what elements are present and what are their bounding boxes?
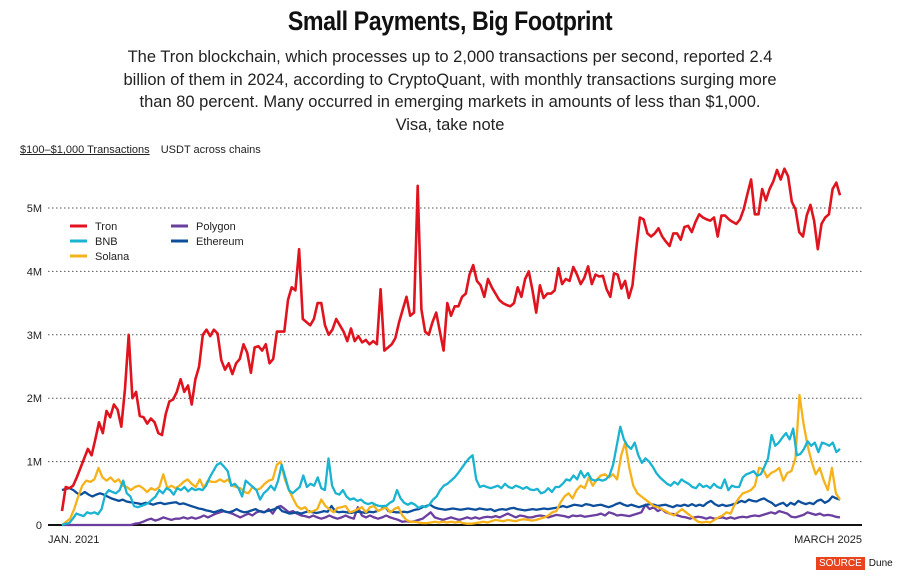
x-end-label: MARCH 2025	[794, 534, 862, 546]
series-line-ethereum	[61, 487, 841, 515]
legend-label-tron: Tron	[95, 221, 117, 233]
legend-label-ethereum: Ethereum	[196, 236, 244, 248]
chart-metric-label: $100–$1,000 Transactions	[20, 144, 150, 156]
series-line-polygon	[62, 503, 841, 527]
series-line-bnb	[61, 425, 841, 527]
y-tick-label: 0	[36, 520, 42, 532]
source-credit: SOURCE Dune	[816, 557, 893, 570]
chart-label: $100–$1,000 Transactions USDT across cha…	[20, 144, 261, 156]
chart-detail-label: USDT across chains	[160, 144, 261, 156]
source-badge: SOURCE	[816, 557, 865, 570]
series-line-tron	[60, 167, 842, 512]
grid-lines	[48, 207, 862, 463]
legend-label-solana: Solana	[95, 251, 130, 263]
page-title: Small Payments, Big Footprint	[287, 6, 613, 36]
x-start-label: JAN. 2021	[48, 534, 99, 546]
legend: Tron BNB Solana Polygon Ethereum	[70, 221, 244, 263]
y-tick-label: 1M	[27, 457, 42, 469]
page-subtitle: The Tron blockchain, which processes up …	[123, 48, 777, 134]
y-axis-ticks: 0 1M 2M 3M 4M 5M	[27, 203, 42, 532]
source-name: Dune	[868, 558, 893, 569]
y-tick-label: 5M	[27, 203, 42, 215]
y-tick-label: 3M	[27, 330, 42, 342]
series-line-solana	[61, 393, 841, 526]
legend-label-polygon: Polygon	[196, 221, 236, 233]
y-tick-label: 4M	[27, 266, 42, 278]
y-tick-label: 2M	[27, 393, 42, 405]
series-lines	[60, 167, 842, 527]
legend-label-bnb: BNB	[95, 236, 118, 248]
